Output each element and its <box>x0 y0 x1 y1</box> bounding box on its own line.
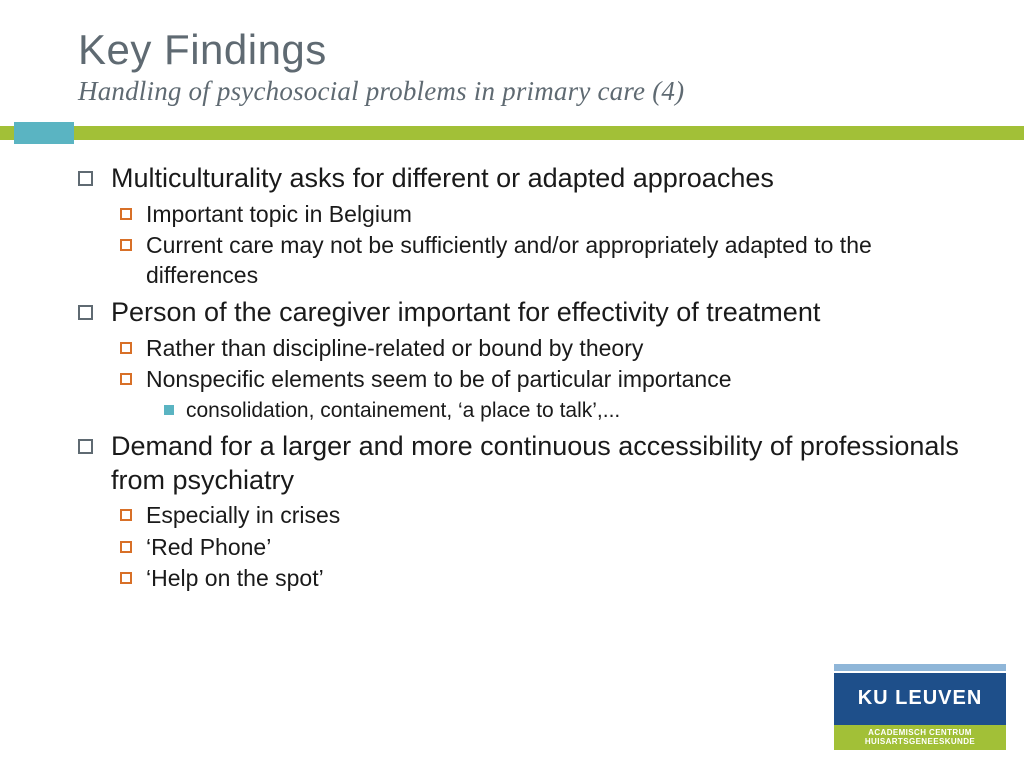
square-fill-icon <box>164 405 174 415</box>
slide: Key Findings Handling of psychosocial pr… <box>0 0 1024 768</box>
square-outline-icon <box>120 572 132 584</box>
list-item-text: ‘Help on the spot’ <box>146 564 324 593</box>
square-outline-icon <box>120 373 132 385</box>
list-item-text: Person of the caregiver important for ef… <box>111 296 820 330</box>
list-item: Demand for a larger and more continuous … <box>78 430 964 498</box>
square-outline-icon <box>120 509 132 521</box>
list-item: ‘Red Phone’ <box>120 533 964 562</box>
square-outline-icon <box>78 305 93 320</box>
logo: KU LEUVEN ACADEMISCH CENTRUM HUISARTSGEN… <box>834 664 1006 750</box>
logo-main: KU LEUVEN <box>834 671 1006 725</box>
list-item-text: ‘Red Phone’ <box>146 533 271 562</box>
slide-title: Key Findings <box>78 26 1024 74</box>
list-item: Person of the caregiver important for ef… <box>78 296 964 330</box>
list-item-text: Nonspecific elements seem to be of parti… <box>146 365 732 394</box>
list-item: ‘Help on the spot’ <box>120 564 964 593</box>
list-item-text: Current care may not be sufficiently and… <box>146 231 964 290</box>
list-item: Important topic in Belgium <box>120 200 964 229</box>
list-item-text: Important topic in Belgium <box>146 200 412 229</box>
list-item-text: Especially in crises <box>146 501 340 530</box>
list-item: Multiculturality asks for different or a… <box>78 162 964 196</box>
content-body: Multiculturality asks for different or a… <box>78 156 964 596</box>
logo-sub-line2: HUISARTSGENEESKUNDE <box>834 737 1006 746</box>
logo-sub-line1: ACADEMISCH CENTRUM <box>834 728 1006 737</box>
list-item: Current care may not be sufficiently and… <box>120 231 964 290</box>
square-outline-icon <box>120 239 132 251</box>
square-outline-icon <box>78 439 93 454</box>
list-item: consolidation, containement, ‘a place to… <box>164 397 964 424</box>
list-item-text: Rather than discipline-related or bound … <box>146 334 643 363</box>
slide-subtitle: Handling of psychosocial problems in pri… <box>78 76 1024 107</box>
accent-bar <box>0 126 1024 140</box>
list-item: Rather than discipline-related or bound … <box>120 334 964 363</box>
logo-sub: ACADEMISCH CENTRUM HUISARTSGENEESKUNDE <box>834 725 1006 750</box>
list-item-text: Demand for a larger and more continuous … <box>111 430 964 498</box>
title-block: Key Findings Handling of psychosocial pr… <box>0 0 1024 107</box>
square-outline-icon <box>120 208 132 220</box>
list-item: Especially in crises <box>120 501 964 530</box>
logo-main-text: KU LEUVEN <box>858 687 983 710</box>
square-outline-icon <box>78 171 93 186</box>
list-item-text: consolidation, containement, ‘a place to… <box>186 397 620 424</box>
list-item-text: Multiculturality asks for different or a… <box>111 162 774 196</box>
logo-top-bar <box>834 664 1006 671</box>
square-outline-icon <box>120 342 132 354</box>
square-outline-icon <box>120 541 132 553</box>
accent-tab <box>14 122 74 144</box>
list-item: Nonspecific elements seem to be of parti… <box>120 365 964 394</box>
